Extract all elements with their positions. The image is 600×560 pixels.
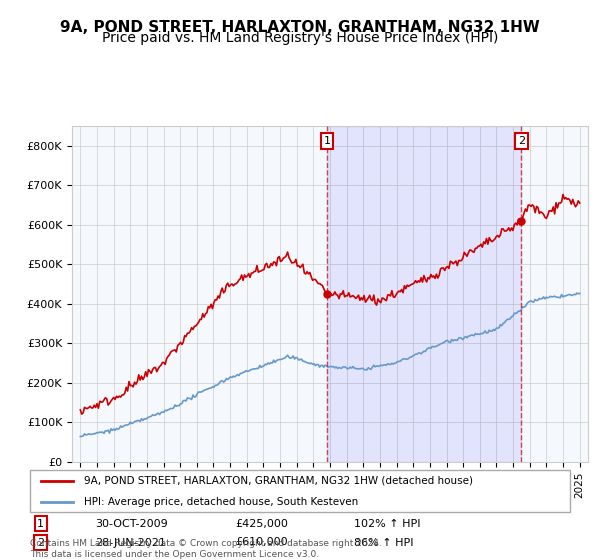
- Text: 28-JUN-2021: 28-JUN-2021: [95, 538, 166, 548]
- Text: Contains HM Land Registry data © Crown copyright and database right 2024.
This d: Contains HM Land Registry data © Crown c…: [30, 539, 382, 559]
- Text: 2: 2: [518, 136, 525, 146]
- Text: HPI: Average price, detached house, South Kesteven: HPI: Average price, detached house, Sout…: [84, 497, 358, 507]
- Text: 9A, POND STREET, HARLAXTON, GRANTHAM, NG32 1HW (detached house): 9A, POND STREET, HARLAXTON, GRANTHAM, NG…: [84, 476, 473, 486]
- Text: 102% ↑ HPI: 102% ↑ HPI: [354, 519, 421, 529]
- Text: 30-OCT-2009: 30-OCT-2009: [95, 519, 167, 529]
- Text: Price paid vs. HM Land Registry's House Price Index (HPI): Price paid vs. HM Land Registry's House …: [102, 31, 498, 45]
- Text: 1: 1: [37, 519, 44, 529]
- Bar: [327, 126, 521, 462]
- Text: 86% ↑ HPI: 86% ↑ HPI: [354, 538, 413, 548]
- Text: £425,000: £425,000: [235, 519, 288, 529]
- Text: 2: 2: [37, 538, 44, 548]
- FancyBboxPatch shape: [30, 470, 570, 512]
- Text: £610,000: £610,000: [235, 538, 288, 548]
- Text: 1: 1: [323, 136, 331, 146]
- Text: 9A, POND STREET, HARLAXTON, GRANTHAM, NG32 1HW: 9A, POND STREET, HARLAXTON, GRANTHAM, NG…: [60, 20, 540, 35]
